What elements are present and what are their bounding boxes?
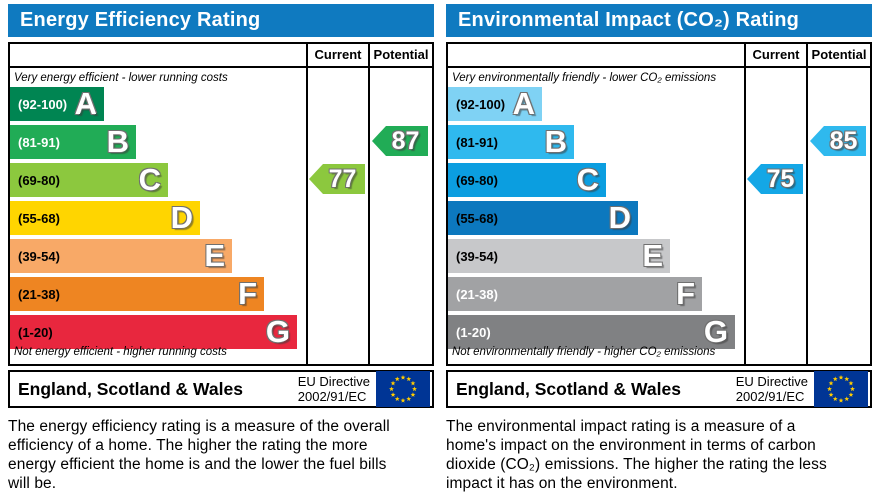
band-range-label: (1-20) [456, 324, 491, 340]
rating-band-f: (21-38) F [448, 277, 702, 311]
band-letter: E [204, 237, 225, 273]
column-divider [744, 44, 746, 364]
column-divider [306, 44, 308, 364]
rating-band-g: (1-20) G [448, 315, 735, 349]
band-letter: F [238, 275, 257, 311]
rating-band-g: (1-20) G [10, 315, 297, 349]
band-range-label: (21-38) [18, 286, 60, 302]
current-rating-arrow: 77 [309, 164, 365, 194]
top-caption: Very energy efficient - lower running co… [14, 72, 228, 84]
band-letter: C [138, 161, 161, 197]
eu-flag-icon [376, 371, 430, 407]
rating-band-b: (81-91) B [10, 125, 136, 159]
eu-directive-line1: EU Directive [297, 373, 370, 389]
band-letter: B [106, 123, 129, 159]
potential-rating-arrow: 85 [810, 126, 866, 156]
band-letter: C [576, 161, 599, 197]
rating-band-f: (21-38) F [10, 277, 264, 311]
band-range-label: (92-100) [456, 96, 506, 112]
band-letter: B [544, 123, 567, 159]
environmental-impact-panel: Environmental Impact (CO₂) Rating Curren… [446, 0, 872, 494]
energy-efficiency-panel: Energy Efficiency Rating Current Potenti… [8, 0, 434, 494]
energy-efficiency-description: The energy efficiency rating is a measur… [8, 418, 390, 492]
band-letter: F [676, 275, 695, 311]
band-range-label: (21-38) [456, 286, 498, 302]
rating-band-c: (69-80) C [10, 163, 168, 197]
band-range-label: (81-91) [18, 134, 60, 150]
band-range-label: (39-54) [18, 248, 60, 264]
band-letter: D [170, 199, 193, 235]
band-range-label: (39-54) [456, 248, 498, 264]
band-range-label: (55-68) [18, 210, 60, 226]
region-footer: England, Scotland & Wales EU Directive 2… [446, 370, 872, 408]
rating-band-c: (69-80) C [448, 163, 606, 197]
rating-band-d: (55-68) D [448, 201, 638, 235]
band-letter: D [608, 199, 631, 235]
environmental-impact-title: Environmental Impact (CO₂) Rating [446, 4, 872, 37]
band-letter: G [265, 313, 290, 349]
band-range-label: (81-91) [456, 134, 498, 150]
band-letter: A [512, 85, 535, 121]
region-label: England, Scotland & Wales [456, 378, 681, 399]
rating-bands: (92-100) A (81-91) B (69-80) C (55-68) D… [448, 87, 744, 353]
environmental-impact-chart: Current Potential Very environmentally f… [446, 42, 872, 366]
band-letter: A [74, 85, 97, 121]
region-footer: England, Scotland & Wales EU Directive 2… [8, 370, 434, 408]
rating-band-e: (39-54) E [10, 239, 232, 273]
energy-efficiency-title: Energy Efficiency Rating [8, 4, 434, 37]
current-column-header: Current [752, 47, 800, 62]
current-column-header: Current [314, 47, 362, 62]
column-divider [806, 44, 808, 364]
band-range-label: (1-20) [18, 324, 53, 340]
band-range-label: (69-80) [18, 172, 60, 188]
band-range-label: (69-80) [456, 172, 498, 188]
rating-band-b: (81-91) B [448, 125, 574, 159]
eu-directive-line2: 2002/91/EC [735, 389, 805, 404]
eu-directive-line1: EU Directive [735, 373, 808, 389]
column-header-row: Current Potential [448, 44, 870, 68]
band-letter: G [703, 313, 728, 349]
environmental-impact-description: The environmental impact rating is a mea… [446, 418, 827, 492]
energy-efficiency-chart: Current Potential Very energy efficient … [8, 42, 434, 366]
bottom-caption: Not environmentally friendly - higher CO… [452, 346, 716, 358]
potential-rating-arrow: 87 [372, 126, 428, 156]
band-range-label: (55-68) [456, 210, 498, 226]
column-divider [368, 44, 370, 364]
column-header-row: Current Potential [10, 44, 432, 68]
band-letter: E [642, 237, 663, 273]
current-rating-arrow: 75 [747, 164, 803, 194]
rating-band-d: (55-68) D [10, 201, 200, 235]
rating-band-a: (92-100) A [10, 87, 104, 121]
rating-band-a: (92-100) A [448, 87, 542, 121]
band-range-label: (92-100) [18, 96, 68, 112]
eu-directive-label: EU Directive 2002/91/EC [736, 374, 808, 405]
eu-flag-icon [814, 371, 868, 407]
eu-directive-line2: 2002/91/EC [297, 389, 367, 404]
potential-column-header: Potential [373, 47, 429, 62]
bottom-caption: Not energy efficient - higher running co… [14, 346, 227, 358]
region-label: England, Scotland & Wales [18, 378, 243, 399]
eu-directive-label: EU Directive 2002/91/EC [298, 374, 370, 405]
potential-column-header: Potential [811, 47, 867, 62]
rating-bands: (92-100) A (81-91) B (69-80) C (55-68) D… [10, 87, 306, 353]
rating-band-e: (39-54) E [448, 239, 670, 273]
top-caption: Very environmentally friendly - lower CO… [452, 72, 717, 84]
